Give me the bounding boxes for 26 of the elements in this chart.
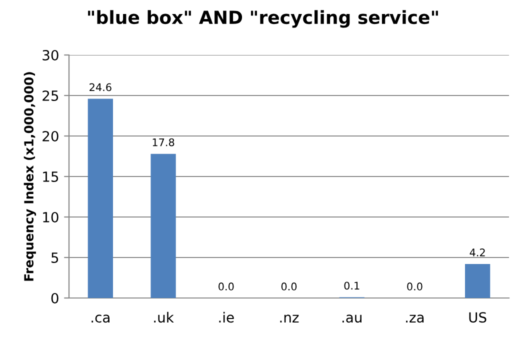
x-tick-label: US — [469, 312, 486, 323]
bar — [465, 264, 490, 298]
y-axis-title: Frequency Index (x1,000,000) — [24, 72, 36, 281]
x-tick-label: .za — [406, 314, 424, 323]
y-tick-label: 25 — [42, 90, 58, 101]
y-tick-label: 30 — [42, 50, 58, 60]
data-label: 0.0 — [281, 282, 297, 290]
y-tick-label: 10 — [43, 212, 58, 222]
data-label: 0.1 — [344, 282, 360, 290]
data-label: 0.0 — [407, 282, 422, 290]
x-tick-label: .ca — [92, 314, 110, 323]
data-label: 4.2 — [470, 248, 485, 256]
bar — [150, 154, 176, 298]
y-tick-label: 15 — [43, 172, 58, 182]
chart-title: "blue box" AND "recycling service" — [88, 10, 438, 28]
data-label: 0.0 — [218, 282, 234, 290]
y-tick-label: 0 — [51, 292, 58, 304]
data-label: 24.6 — [90, 83, 112, 92]
y-tick-label: 5 — [52, 252, 58, 263]
y-tick-label: 20 — [42, 130, 58, 142]
bar — [88, 98, 113, 298]
x-tick-label: .ie — [219, 312, 234, 323]
data-label: 17.8 — [152, 138, 174, 146]
x-tick-label: .uk — [154, 312, 174, 323]
x-tick-label: .au — [342, 314, 362, 323]
x-tick-label: .nz — [280, 314, 299, 322]
